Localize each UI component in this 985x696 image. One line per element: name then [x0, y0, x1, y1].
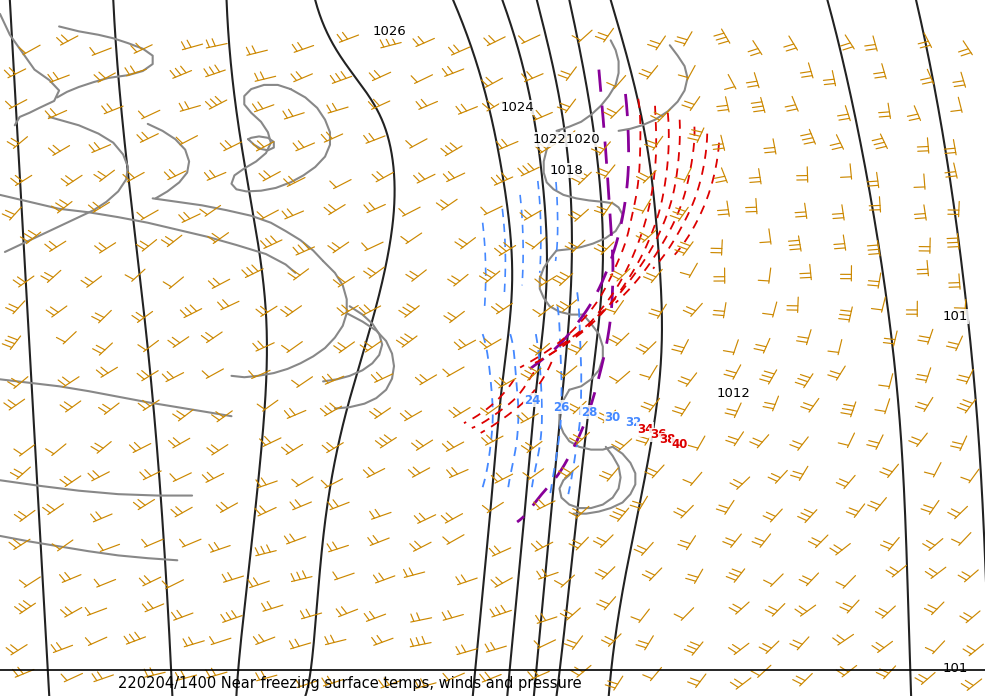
Text: 101: 101 [943, 310, 968, 323]
Text: 32: 32 [625, 416, 641, 429]
Text: 1024: 1024 [500, 102, 534, 114]
Text: 30: 30 [605, 411, 621, 424]
Text: 34: 34 [637, 423, 653, 436]
Text: 1012: 1012 [717, 387, 751, 400]
Text: 10221020: 10221020 [533, 133, 600, 145]
Text: 40: 40 [672, 438, 688, 450]
Text: 38: 38 [660, 434, 676, 446]
Text: 101: 101 [943, 662, 968, 674]
Text: 36: 36 [650, 429, 666, 441]
Text: 28: 28 [581, 406, 597, 418]
Text: 26: 26 [554, 401, 569, 413]
Text: 1026: 1026 [372, 25, 406, 38]
Text: 1018: 1018 [550, 164, 583, 177]
Text: 24: 24 [524, 394, 540, 406]
Text: 220204/1400 Near freezing surface temps, winds and pressure: 220204/1400 Near freezing surface temps,… [118, 676, 582, 691]
